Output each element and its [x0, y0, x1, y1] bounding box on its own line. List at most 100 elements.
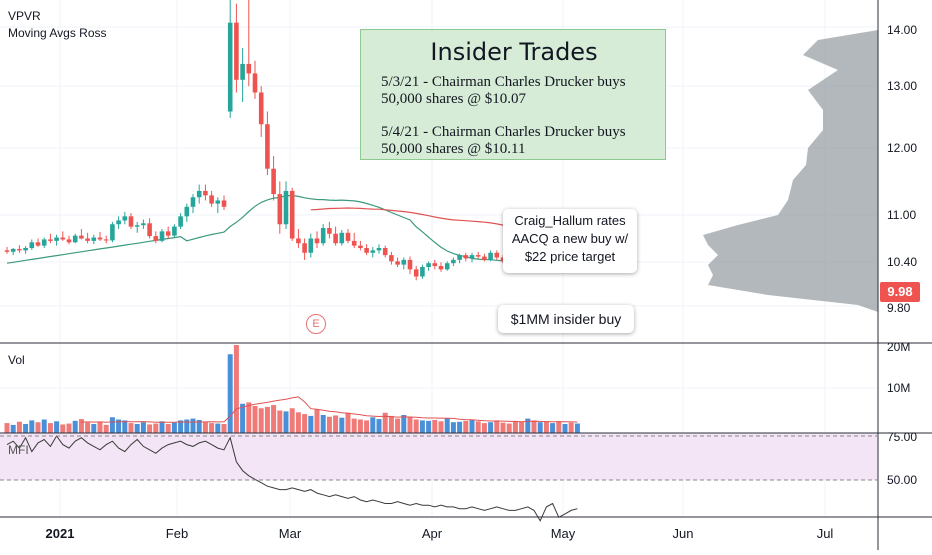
insider-buy-text: $1MM insider buy: [510, 311, 622, 327]
mfi-series: [6, 435, 578, 522]
candle-body: [389, 255, 394, 262]
volume-bar: [463, 420, 469, 433]
volume-bar: [512, 421, 518, 433]
volume-bar: [196, 419, 202, 433]
rating-line-1: Craig_Hallum rates: [514, 213, 626, 228]
candle-body: [116, 220, 121, 225]
last-price-tag: 9.98: [880, 282, 920, 302]
volume-bar: [240, 403, 246, 433]
volume-bar: [60, 424, 66, 433]
candle-body: [376, 248, 382, 251]
candle-body: [147, 223, 152, 237]
candle-body: [10, 248, 16, 252]
volume-bar: [308, 415, 314, 433]
analyst-rating-callout: Craig_Hallum rates AACQ a new buy w/ $22…: [503, 209, 637, 273]
candle-body: [271, 168, 276, 195]
volume-bar: [326, 416, 332, 433]
candle-body: [196, 190, 202, 198]
volume-bar: [116, 419, 122, 433]
candle-body: [320, 228, 326, 244]
candle-body: [258, 92, 264, 125]
candle-body: [97, 237, 103, 240]
last-price-value: 9.98: [887, 284, 913, 299]
candle-body: [457, 255, 462, 260]
candle-body: [103, 239, 109, 241]
volume-bar: [47, 423, 53, 433]
candle-body: [110, 224, 115, 241]
volume-bar: [85, 422, 91, 433]
candle-body: [451, 259, 456, 264]
volume-bar: [264, 406, 270, 433]
candle-body: [302, 243, 307, 253]
price-axis: 14.00 13.00 12.00 11.00 10.40 9.80: [887, 23, 917, 315]
volume-bar: [444, 418, 450, 433]
candle-body: [23, 248, 28, 251]
volume-bar: [66, 423, 72, 433]
mfi-band: [0, 433, 878, 480]
volume-bar: [178, 420, 184, 433]
candle-body: [370, 250, 376, 253]
earnings-marker[interactable]: E: [306, 314, 326, 334]
candle-body: [85, 238, 90, 241]
candle-body: [4, 250, 10, 252]
insider-buy-callout: $1MM insider buy: [498, 305, 634, 333]
candle-body: [475, 255, 481, 257]
volume-bar: [333, 415, 339, 433]
candle-body: [420, 267, 425, 277]
volume-bar: [202, 422, 208, 433]
mfi-axis: 75.00 50.00: [887, 430, 917, 487]
candle-body: [60, 237, 66, 240]
candle-body: [159, 231, 165, 241]
candle-body: [17, 248, 22, 251]
time-tick-label: Feb: [166, 526, 188, 541]
volume-bar: [475, 421, 481, 433]
volume-bar: [277, 410, 283, 433]
volume-bar: [345, 412, 351, 433]
candle-body: [413, 269, 419, 277]
volume-bar: [457, 421, 463, 433]
time-tick-label: May: [551, 526, 576, 541]
volume-bar: [450, 422, 456, 433]
volume-bar: [543, 421, 549, 433]
volume-tick-label: 20M: [887, 340, 910, 354]
candle-body: [72, 235, 78, 243]
volume-bar: [395, 418, 401, 433]
insider-line-1: 5/3/21 - Chairman Charles Drucker buys: [381, 74, 626, 90]
volume-bar: [413, 419, 419, 433]
time-tick-label: Jul: [817, 526, 834, 541]
volume-bar: [54, 421, 60, 433]
volume-bar: [190, 418, 196, 433]
candle-body: [314, 238, 320, 244]
symbol-label: VPVR: [8, 9, 41, 23]
candle-body: [339, 232, 345, 244]
candle-body: [91, 237, 97, 241]
volume-bar: [388, 415, 394, 433]
volume-bar: [419, 420, 425, 433]
candle-body: [203, 190, 208, 196]
volume-pane-label: Vol: [8, 353, 25, 367]
price-tick-label: 11.00: [887, 208, 916, 222]
candle-body: [382, 248, 388, 256]
volume-bar: [537, 422, 543, 433]
volume-bar: [10, 424, 16, 433]
slow-moving-average-line: [6, 194, 590, 271]
candle-body: [165, 231, 171, 236]
volume-bar: [376, 419, 382, 433]
volume-bar: [41, 419, 47, 433]
volume-bar: [153, 423, 159, 433]
volume-bar: [165, 424, 171, 433]
volume-bar: [550, 423, 556, 433]
candle-body: [432, 263, 438, 267]
volume-bar: [283, 411, 289, 433]
candle-body: [66, 239, 72, 243]
volume-bar: [29, 420, 35, 433]
volume-bar: [556, 421, 562, 433]
earnings-marker-label: E: [312, 318, 320, 330]
candle-body: [289, 190, 295, 239]
candle-body: [401, 259, 407, 265]
volume-bar: [233, 345, 239, 433]
mfi-tick-label: 75.00: [887, 430, 917, 444]
mfi-tick-label: 50.00: [887, 473, 917, 487]
candle-body: [407, 259, 413, 270]
